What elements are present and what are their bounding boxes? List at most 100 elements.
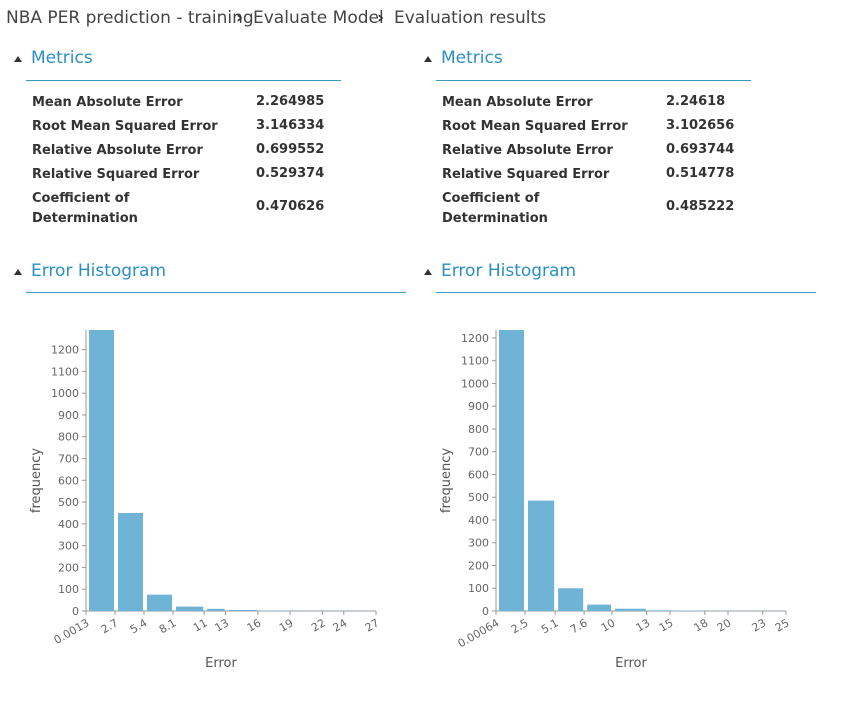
x-tick-label: 15: [657, 616, 676, 634]
metric-value: 2.24618: [666, 94, 726, 109]
section-rule: [26, 292, 406, 293]
bar: [527, 500, 555, 611]
y-tick-label: 500: [468, 491, 489, 504]
metric-value: 0.470626: [256, 199, 325, 214]
metric-value: 0.699552: [256, 142, 325, 157]
x-tick-label: 5.4: [128, 616, 150, 636]
y-tick-label: 900: [58, 409, 79, 422]
bar: [499, 330, 524, 611]
metric-value: 3.102656: [666, 118, 735, 133]
section-title[interactable]: Error Histogram: [31, 261, 167, 281]
x-tick-label: 22: [309, 616, 328, 634]
x-tick-label: 13: [634, 616, 653, 634]
metric-label: Mean Absolute Error: [32, 95, 183, 110]
metric-label: Root Mean Squared Error: [442, 119, 628, 134]
section-title[interactable]: Error Histogram: [441, 261, 577, 281]
x-tick-label: 5.1: [539, 616, 561, 636]
x-tick-label: 0.0013: [52, 616, 92, 647]
bar: [175, 606, 204, 611]
bar: [146, 594, 172, 611]
bar: [117, 512, 143, 611]
y-tick-label: 200: [58, 561, 79, 574]
metric-value: 0.514778: [666, 166, 735, 181]
y-tick-label: 1200: [461, 332, 489, 345]
x-tick-label: 0.00064: [456, 616, 502, 650]
metric-value: 0.529374: [256, 166, 325, 181]
x-tick-label: 25: [773, 616, 792, 634]
breadcrumb-separator: ›: [236, 8, 244, 28]
x-tick-label: 16: [245, 616, 264, 634]
y-tick-label: 700: [58, 453, 79, 466]
breadcrumb-item[interactable]: NBA PER prediction - training: [6, 8, 254, 28]
y-axis-label: frequency: [29, 448, 44, 514]
x-tick-label: 27: [363, 616, 382, 634]
bar: [228, 609, 257, 611]
section-title[interactable]: Metrics: [441, 48, 503, 68]
x-tick-label: 23: [750, 616, 769, 634]
y-tick-label: 100: [58, 583, 79, 596]
y-tick-label: 200: [468, 559, 489, 572]
bar: [558, 588, 584, 611]
metric-value: 0.693744: [666, 142, 735, 157]
y-tick-label: 900: [468, 400, 489, 413]
section-rule: [436, 80, 751, 81]
bar: [649, 610, 669, 611]
x-tick-label: 8.1: [157, 616, 179, 636]
y-tick-label: 800: [468, 423, 489, 436]
metric-label: Relative Squared Error: [32, 167, 200, 182]
metric-label: Coefficient of Determination: [32, 191, 138, 226]
metric-value: 3.146334: [256, 118, 325, 133]
y-axis-label: frequency: [439, 448, 454, 514]
y-tick-label: 800: [58, 431, 79, 444]
bar: [207, 608, 225, 611]
breadcrumb-item: Evaluation results: [394, 8, 547, 28]
bar: [587, 604, 611, 611]
x-tick-label: 19: [277, 616, 296, 634]
x-tick-label: 13: [212, 616, 231, 634]
collapse-toggle[interactable]: [424, 269, 432, 275]
x-tick-label: 24: [331, 616, 350, 634]
breadcrumb-separator: ›: [377, 8, 385, 28]
metric-label: Relative Absolute Error: [442, 143, 613, 158]
metric-label: Relative Absolute Error: [32, 143, 203, 158]
y-tick-label: 1200: [51, 344, 79, 357]
x-tick-label: 2.5: [509, 616, 531, 636]
metric-value: 0.485222: [666, 199, 735, 214]
x-tick-label: 10: [599, 616, 618, 634]
y-tick-label: 1100: [51, 365, 79, 378]
y-tick-label: 0: [482, 605, 489, 618]
collapse-toggle[interactable]: [14, 269, 22, 275]
metric-value: 2.264985: [256, 94, 325, 109]
y-tick-label: 1100: [461, 355, 489, 368]
y-tick-label: 0: [72, 605, 79, 618]
collapse-toggle[interactable]: [424, 56, 432, 62]
x-axis-label: Error: [205, 656, 237, 671]
section-rule: [436, 292, 816, 293]
y-tick-label: 600: [468, 468, 489, 481]
metric-label: Relative Squared Error: [442, 167, 610, 182]
x-tick-label: 2.7: [99, 616, 121, 636]
y-tick-label: 600: [58, 474, 79, 487]
x-tick-label: 11: [191, 616, 210, 634]
x-tick-label: 20: [715, 616, 734, 634]
y-tick-label: 500: [58, 496, 79, 509]
section-title[interactable]: Metrics: [31, 48, 93, 68]
y-tick-label: 1000: [51, 387, 79, 400]
metric-label: Root Mean Squared Error: [32, 119, 218, 134]
bar: [89, 330, 114, 611]
x-axis-label: Error: [615, 656, 647, 671]
y-tick-label: 400: [468, 514, 489, 527]
x-tick-label: 7.6: [568, 616, 590, 636]
y-tick-label: 400: [58, 518, 79, 531]
x-tick-label: 18: [692, 616, 711, 634]
y-tick-label: 1000: [461, 377, 489, 390]
y-tick-label: 700: [468, 446, 489, 459]
metric-label: Mean Absolute Error: [442, 95, 593, 110]
y-tick-label: 100: [468, 582, 489, 595]
collapse-toggle[interactable]: [14, 56, 22, 62]
breadcrumb-item[interactable]: Evaluate Model: [253, 8, 384, 28]
metric-label: Coefficient of Determination: [442, 191, 548, 226]
section-rule: [26, 80, 341, 81]
